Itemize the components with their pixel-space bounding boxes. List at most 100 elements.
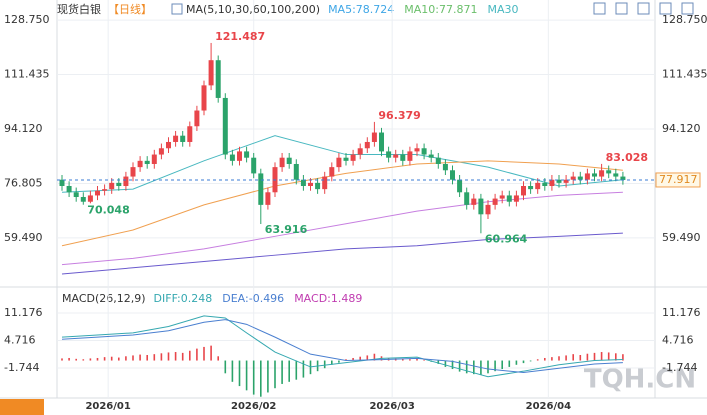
- icon[interactable]: [681, 2, 694, 15]
- candle-body: [450, 170, 455, 180]
- candle-body: [102, 189, 108, 191]
- y-tick-label: 11.176: [4, 306, 43, 319]
- candle-body: [80, 197, 86, 202]
- candle-body: [563, 179, 569, 183]
- macd-bar: [252, 360, 255, 395]
- macd-bar: [465, 360, 468, 374]
- high-label: 96.379: [378, 109, 420, 122]
- y-tick-label: 94.120: [662, 122, 701, 135]
- y-tick-label: 4.716: [4, 333, 36, 346]
- icon[interactable]: [637, 2, 650, 15]
- macd-bar: [508, 360, 511, 367]
- candle-body: [137, 160, 143, 168]
- low-label: 63.916: [265, 223, 308, 236]
- low-label: 70.048: [87, 204, 129, 217]
- macd-bar: [544, 357, 546, 361]
- candle-body: [592, 173, 597, 177]
- candle-body: [208, 60, 214, 86]
- x-tick-label: 2026/01: [85, 401, 130, 412]
- macd-bar: [103, 357, 106, 361]
- macd-bar: [68, 357, 70, 361]
- candle-body: [485, 204, 491, 215]
- macd-bar: [600, 352, 603, 361]
- last-price-label: 77.917: [659, 173, 698, 186]
- macd-bar: [82, 359, 85, 361]
- candle-body: [336, 157, 342, 168]
- candle-body: [613, 173, 619, 177]
- icon[interactable]: [615, 2, 628, 15]
- y-tick-label: -1.744: [4, 361, 39, 374]
- x-tick-label: 2026/04: [526, 401, 571, 412]
- candle-body: [421, 148, 427, 155]
- instrument-title: 现货白银: [57, 2, 101, 16]
- candle-body: [528, 186, 534, 190]
- icon[interactable]: [171, 3, 183, 15]
- header-value: MA5:78.724: [328, 3, 394, 16]
- candle-body: [300, 179, 306, 186]
- candle-body: [478, 198, 484, 215]
- macd-bar: [274, 360, 276, 389]
- macd-bar: [565, 355, 567, 361]
- candle-body: [116, 182, 122, 186]
- macd-bar: [558, 356, 560, 361]
- ma-line: [61, 160, 623, 247]
- candle-body: [329, 167, 335, 177]
- last-price-tag: [655, 172, 701, 188]
- y-tick-label: 128.750: [662, 13, 707, 26]
- ma-line: [61, 232, 623, 275]
- ma-label: MA(5,10,30,60,100,200): [186, 3, 320, 16]
- macd-bar: [61, 358, 63, 361]
- candle-body: [386, 151, 392, 158]
- macd-bar: [331, 360, 333, 365]
- macd-bar: [437, 360, 440, 364]
- candle-body: [144, 160, 150, 164]
- y-tick-label: 59.490: [4, 231, 43, 244]
- macd-bar: [89, 358, 92, 361]
- macd-bar: [423, 359, 425, 361]
- candle-body: [379, 132, 384, 152]
- candle-body: [286, 157, 292, 164]
- macd-bar: [416, 358, 418, 361]
- y-tick-label: 11.176: [662, 306, 701, 319]
- macd-bar: [281, 360, 283, 384]
- candle-body: [130, 167, 136, 177]
- macd-bar: [96, 357, 99, 361]
- macd-bar: [494, 360, 496, 372]
- macd-bar: [323, 360, 326, 369]
- macd-bar: [217, 356, 219, 361]
- macd-bar: [622, 354, 624, 361]
- header-value: DEA:-0.496: [222, 292, 284, 305]
- macd-bar: [288, 360, 290, 382]
- macd-bar: [139, 354, 141, 361]
- macd-bar: [359, 356, 361, 361]
- macd-bar: [167, 352, 170, 361]
- macd-bar: [444, 360, 447, 367]
- candle-body: [201, 85, 207, 111]
- macd-bar: [110, 356, 113, 361]
- candle-body: [258, 173, 264, 205]
- icon[interactable]: [659, 2, 672, 15]
- icon[interactable]: [593, 2, 606, 15]
- candle-body: [293, 163, 299, 180]
- macd-bar: [146, 355, 148, 361]
- y-tick-label: 111.435: [662, 68, 707, 81]
- candle-body: [414, 148, 420, 152]
- macd-bar: [501, 360, 503, 370]
- macd-bar: [295, 360, 298, 380]
- candle-body: [435, 157, 441, 164]
- candle-body: [521, 186, 526, 196]
- macd-title: MACD(26,12,9): [62, 292, 146, 305]
- candle-body: [371, 132, 377, 142]
- candle-body: [606, 170, 612, 174]
- candle-body: [322, 176, 328, 190]
- candle-body: [308, 182, 313, 186]
- macd-bar: [458, 360, 461, 372]
- candle-body: [244, 151, 250, 158]
- macd-bar: [352, 357, 354, 361]
- candle-body: [428, 154, 434, 158]
- y-tick-label: 94.120: [4, 122, 43, 135]
- candle-body: [180, 135, 186, 142]
- macd-bar: [125, 356, 127, 361]
- candle-body: [158, 148, 164, 155]
